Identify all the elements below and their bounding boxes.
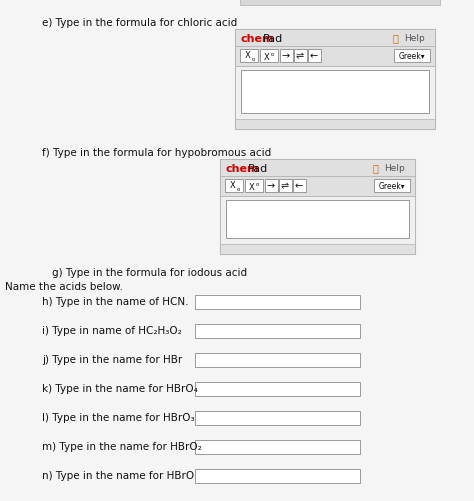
Bar	[374, 180, 410, 192]
Text: ←: ←	[295, 181, 303, 191]
Bar	[220, 177, 415, 196]
Bar	[294, 50, 307, 63]
Text: n) Type in the name for HBrO: n) Type in the name for HBrO	[42, 470, 194, 480]
Text: h) Type in the name of HCN.: h) Type in the name of HCN.	[42, 297, 189, 307]
Text: f) Type in the formula for hypobromous acid: f) Type in the formula for hypobromous a…	[42, 148, 271, 158]
Bar	[235, 120, 435, 130]
Bar	[195, 353, 360, 367]
Text: X: X	[264, 53, 270, 62]
Text: Help: Help	[384, 164, 405, 173]
Text: X: X	[245, 52, 251, 61]
Text: g) Type in the formula for iodous acid: g) Type in the formula for iodous acid	[52, 268, 247, 278]
Bar	[240, 0, 440, 6]
Bar	[220, 160, 415, 177]
Bar	[235, 30, 435, 130]
Text: e) Type in the formula for chloric acid: e) Type in the formula for chloric acid	[42, 18, 237, 28]
Bar	[279, 180, 292, 192]
Bar	[195, 296, 360, 310]
Text: Greek▾: Greek▾	[379, 182, 405, 190]
Bar	[195, 382, 360, 396]
Text: Greek▾: Greek▾	[399, 52, 425, 61]
Bar	[195, 469, 360, 483]
Text: →: →	[267, 181, 275, 191]
Text: X: X	[249, 182, 255, 191]
Text: o: o	[256, 181, 259, 186]
Text: Pad: Pad	[248, 163, 268, 173]
Bar	[220, 160, 415, 255]
Text: ←: ←	[310, 52, 318, 62]
Bar	[195, 411, 360, 425]
Text: X: X	[230, 181, 236, 190]
Bar	[265, 180, 278, 192]
Bar	[280, 50, 293, 63]
Text: j) Type in the name for HBr: j) Type in the name for HBr	[42, 354, 182, 364]
Text: m) Type in the name for HBrO₂: m) Type in the name for HBrO₂	[42, 441, 202, 451]
Bar	[240, 50, 258, 63]
Text: ⓘ: ⓘ	[373, 163, 379, 173]
Text: →: →	[282, 52, 290, 62]
Bar	[220, 244, 415, 255]
Text: Help: Help	[404, 34, 425, 43]
Text: o: o	[271, 52, 274, 57]
Bar	[245, 180, 263, 192]
Text: chem: chem	[241, 34, 274, 44]
Bar	[235, 47, 435, 67]
Text: o: o	[252, 57, 255, 62]
Bar	[235, 67, 435, 130]
Text: Pad: Pad	[263, 34, 283, 44]
Text: chem: chem	[226, 163, 259, 173]
Bar	[226, 200, 409, 238]
Bar	[235, 30, 435, 47]
Text: i) Type in name of HC₂H₃O₂: i) Type in name of HC₂H₃O₂	[42, 325, 182, 335]
Bar	[220, 196, 415, 255]
Bar	[241, 71, 429, 114]
Bar	[195, 324, 360, 338]
Bar	[293, 180, 306, 192]
Bar	[225, 180, 243, 192]
Text: Name the acids below.: Name the acids below.	[5, 282, 123, 292]
Text: o: o	[237, 187, 240, 191]
Text: ⇌: ⇌	[281, 181, 289, 191]
Bar	[394, 50, 430, 63]
Text: k) Type in the name for HBrO₄: k) Type in the name for HBrO₄	[42, 383, 198, 393]
Text: l) Type in the name for HBrO₃: l) Type in the name for HBrO₃	[42, 412, 195, 422]
Bar	[260, 50, 278, 63]
Bar	[308, 50, 321, 63]
Text: ⇌: ⇌	[296, 52, 304, 62]
Text: ⓘ: ⓘ	[393, 34, 399, 44]
Bar	[195, 440, 360, 454]
